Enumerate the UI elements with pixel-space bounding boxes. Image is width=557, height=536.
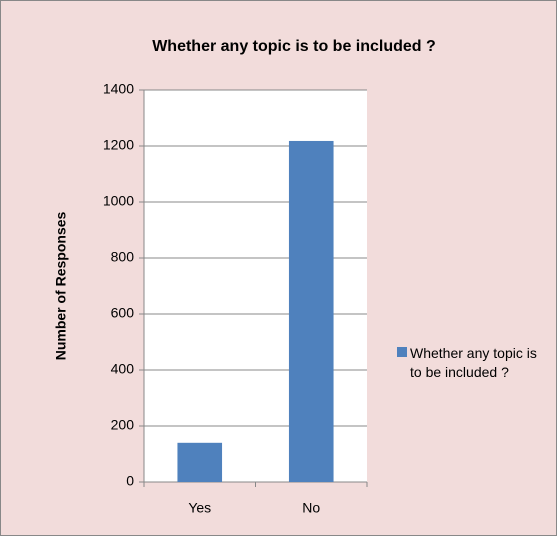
y-tick-label: 400 — [111, 361, 135, 377]
legend-label: Whether any topic is to be included ? — [410, 345, 537, 380]
legend-swatch — [397, 347, 407, 357]
y-axis-label: Number of Responses — [53, 211, 69, 360]
x-tick-label: Yes — [188, 500, 211, 516]
y-tick-label: 0 — [126, 473, 134, 489]
y-tick-label: 200 — [111, 417, 135, 433]
bar — [177, 442, 223, 482]
y-tick-label: 800 — [111, 249, 135, 265]
y-tick-label: 1000 — [103, 193, 134, 209]
chart-title: Whether any topic is to be included ? — [152, 38, 436, 55]
bar — [288, 140, 334, 482]
y-tick-label: 1200 — [103, 137, 134, 153]
x-tick-label: No — [302, 500, 320, 516]
y-tick-label: 1400 — [103, 81, 134, 97]
y-tick-label: 600 — [111, 305, 135, 321]
